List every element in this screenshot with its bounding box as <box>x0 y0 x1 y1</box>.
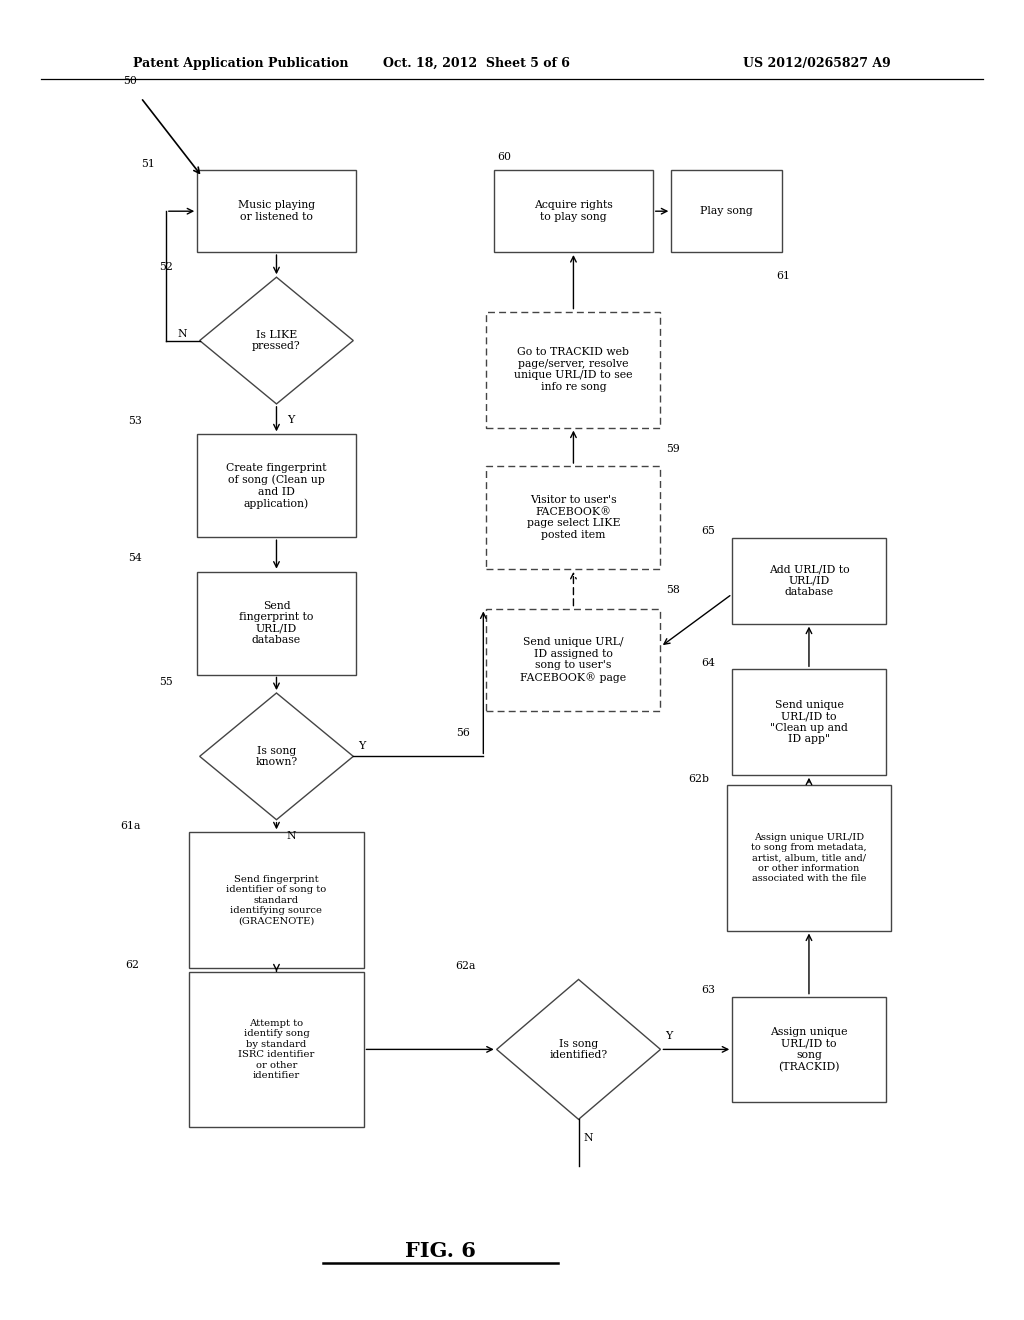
FancyBboxPatch shape <box>189 832 364 969</box>
Text: 56: 56 <box>456 727 470 738</box>
Text: FIG. 6: FIG. 6 <box>404 1241 476 1262</box>
Text: Play song: Play song <box>700 206 753 216</box>
Text: Y: Y <box>665 1031 672 1041</box>
FancyBboxPatch shape <box>732 539 886 623</box>
FancyBboxPatch shape <box>486 609 660 711</box>
Text: N: N <box>177 329 186 339</box>
Text: 50: 50 <box>124 75 137 86</box>
Text: Send unique URL/
ID assigned to
song to user's
FACEBOOK® page: Send unique URL/ ID assigned to song to … <box>520 638 627 682</box>
Polygon shape <box>200 277 353 404</box>
Text: 61a: 61a <box>121 821 140 830</box>
Text: 64: 64 <box>701 657 716 668</box>
Text: Oct. 18, 2012  Sheet 5 of 6: Oct. 18, 2012 Sheet 5 of 6 <box>383 57 569 70</box>
Text: Assign unique
URL/ID to
song
(TRACKID): Assign unique URL/ID to song (TRACKID) <box>770 1027 848 1072</box>
Text: 62: 62 <box>126 960 139 970</box>
Text: 60: 60 <box>498 152 511 162</box>
Text: 62a: 62a <box>456 961 476 972</box>
FancyBboxPatch shape <box>732 669 886 775</box>
FancyBboxPatch shape <box>486 466 660 569</box>
Text: 59: 59 <box>667 444 680 454</box>
FancyBboxPatch shape <box>727 785 891 931</box>
Text: Patent Application Publication: Patent Application Publication <box>133 57 348 70</box>
Text: N: N <box>287 830 296 841</box>
FancyBboxPatch shape <box>189 972 364 1127</box>
Text: Assign unique URL/ID
to song from metadata,
artist, album, title and/
or other i: Assign unique URL/ID to song from metada… <box>752 833 866 883</box>
Text: 52: 52 <box>159 261 173 272</box>
FancyBboxPatch shape <box>197 572 356 675</box>
Text: Add URL/ID to
URL/ID
database: Add URL/ID to URL/ID database <box>769 564 849 598</box>
FancyBboxPatch shape <box>197 170 356 252</box>
Text: Send unique
URL/ID to
"Clean up and
ID app": Send unique URL/ID to "Clean up and ID a… <box>770 700 848 744</box>
Text: Go to TRACKID web
page/server, resolve
unique URL/ID to see
info re song: Go to TRACKID web page/server, resolve u… <box>514 347 633 392</box>
Text: 51: 51 <box>141 158 155 169</box>
FancyBboxPatch shape <box>197 434 356 537</box>
Text: 63: 63 <box>701 985 716 995</box>
Text: 58: 58 <box>667 585 681 595</box>
Text: 65: 65 <box>701 527 716 536</box>
Text: Is song
known?: Is song known? <box>255 746 298 767</box>
Text: Y: Y <box>358 741 366 751</box>
FancyBboxPatch shape <box>732 997 886 1102</box>
FancyBboxPatch shape <box>672 170 782 252</box>
Text: Send
fingerprint to
URL/ID
database: Send fingerprint to URL/ID database <box>240 601 313 645</box>
Text: Visitor to user's
FACEBOOK®
page select LIKE
posted item: Visitor to user's FACEBOOK® page select … <box>526 495 621 540</box>
Text: Attempt to
identify song
by standard
ISRC identifier
or other
identifier: Attempt to identify song by standard ISR… <box>239 1019 314 1080</box>
Text: 61: 61 <box>777 271 791 281</box>
Text: Acquire rights
to play song: Acquire rights to play song <box>535 201 612 222</box>
Polygon shape <box>497 979 660 1119</box>
Text: 53: 53 <box>128 416 142 426</box>
Text: Is song
identified?: Is song identified? <box>550 1039 607 1060</box>
Text: 54: 54 <box>128 553 141 564</box>
Text: N: N <box>584 1133 593 1143</box>
Text: Create fingerprint
of song (Clean up
and ID
application): Create fingerprint of song (Clean up and… <box>226 463 327 508</box>
Text: Send fingerprint
identifier of song to
standard
identifying source
(GRACENOTE): Send fingerprint identifier of song to s… <box>226 875 327 925</box>
Text: US 2012/0265827 A9: US 2012/0265827 A9 <box>743 57 891 70</box>
Text: Y: Y <box>287 414 294 425</box>
FancyBboxPatch shape <box>486 312 660 428</box>
FancyBboxPatch shape <box>495 170 653 252</box>
Text: 55: 55 <box>159 677 172 688</box>
Polygon shape <box>200 693 353 820</box>
Text: 62b: 62b <box>688 774 710 784</box>
Text: Is LIKE
pressed?: Is LIKE pressed? <box>252 330 301 351</box>
Text: Music playing
or listened to: Music playing or listened to <box>238 201 315 222</box>
